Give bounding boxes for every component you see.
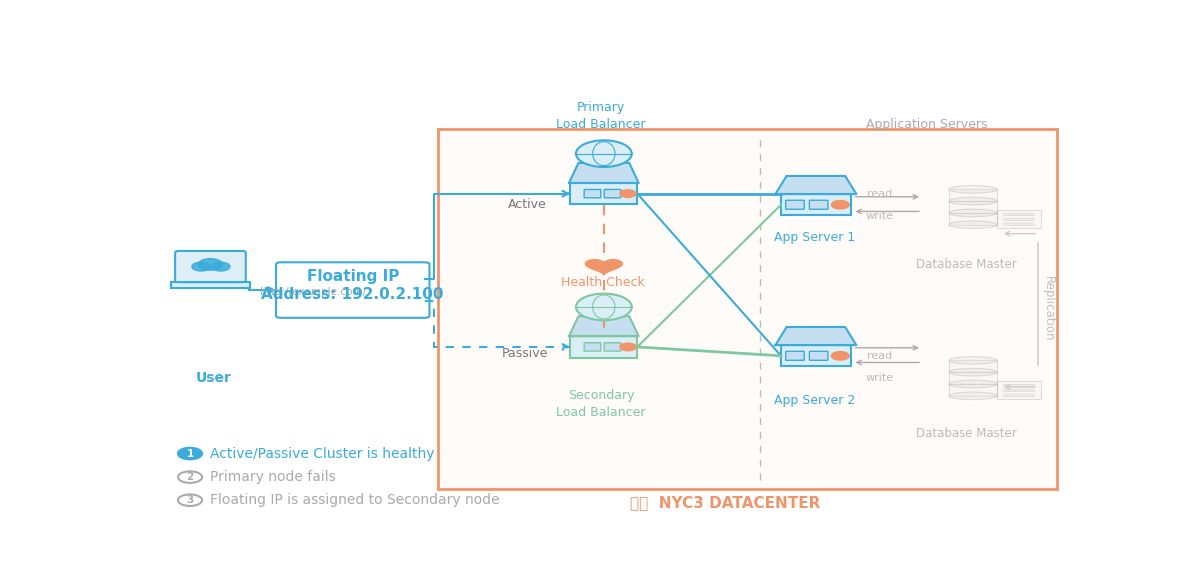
Text: Primary
Load Balancer: Primary Load Balancer (557, 102, 646, 132)
FancyBboxPatch shape (781, 345, 851, 366)
Text: Primary node fails: Primary node fails (210, 470, 335, 484)
Circle shape (576, 140, 631, 167)
Bar (949, 384, 997, 396)
Polygon shape (775, 327, 857, 345)
FancyBboxPatch shape (1003, 218, 1034, 220)
Ellipse shape (949, 357, 997, 364)
FancyBboxPatch shape (584, 189, 601, 198)
Text: http://example.com/: http://example.com/ (259, 287, 366, 297)
Text: Health Check: Health Check (562, 276, 644, 289)
Text: write: write (866, 373, 894, 383)
Text: Active: Active (508, 198, 547, 211)
Circle shape (211, 262, 230, 271)
Text: Floating IP is assigned to Secondary node: Floating IP is assigned to Secondary nod… (210, 493, 499, 507)
Ellipse shape (949, 368, 997, 376)
Text: Floating IP
Address: 192.0.2.100: Floating IP Address: 192.0.2.100 (262, 269, 444, 302)
Text: Active/Passive Cluster is healthy: Active/Passive Cluster is healthy (210, 447, 434, 460)
FancyBboxPatch shape (1003, 389, 1034, 392)
Text: Application Servers: Application Servers (866, 118, 988, 132)
Circle shape (178, 448, 202, 459)
Circle shape (620, 190, 636, 197)
FancyBboxPatch shape (170, 282, 250, 288)
Text: App Server 2: App Server 2 (774, 394, 856, 407)
FancyBboxPatch shape (276, 263, 430, 318)
Text: read: read (868, 351, 893, 361)
Text: User: User (196, 372, 232, 385)
Ellipse shape (949, 221, 997, 228)
Text: read: read (868, 189, 893, 198)
FancyBboxPatch shape (809, 200, 828, 209)
FancyBboxPatch shape (786, 351, 804, 360)
FancyBboxPatch shape (1003, 394, 1034, 396)
Ellipse shape (949, 209, 997, 217)
FancyBboxPatch shape (997, 381, 1040, 399)
Circle shape (832, 200, 850, 209)
FancyBboxPatch shape (1003, 384, 1034, 387)
Text: Database Master: Database Master (916, 258, 1016, 271)
Text: 2: 2 (186, 472, 193, 482)
Circle shape (198, 258, 222, 270)
Bar (949, 189, 997, 201)
Circle shape (832, 351, 850, 360)
Bar (949, 213, 997, 225)
Text: App Server 1: App Server 1 (774, 231, 856, 245)
Polygon shape (586, 260, 623, 275)
Bar (949, 372, 997, 384)
FancyBboxPatch shape (175, 251, 246, 283)
Polygon shape (569, 316, 638, 336)
Circle shape (620, 343, 636, 351)
Text: Passive: Passive (502, 347, 548, 360)
Circle shape (192, 262, 210, 271)
Bar (949, 201, 997, 213)
Polygon shape (775, 176, 857, 194)
Text: Secondary
Load Balancer: Secondary Load Balancer (557, 389, 646, 419)
Ellipse shape (949, 380, 997, 388)
FancyBboxPatch shape (1003, 223, 1034, 226)
Text: write: write (866, 211, 894, 221)
FancyBboxPatch shape (570, 336, 637, 358)
Polygon shape (569, 163, 638, 183)
Ellipse shape (949, 392, 997, 400)
FancyBboxPatch shape (786, 200, 804, 209)
Ellipse shape (949, 197, 997, 205)
FancyBboxPatch shape (809, 351, 828, 360)
FancyBboxPatch shape (438, 129, 1057, 489)
Circle shape (576, 294, 631, 320)
FancyBboxPatch shape (781, 194, 851, 215)
FancyBboxPatch shape (570, 183, 637, 204)
Text: 🇺🇸  NYC3 DATACENTER: 🇺🇸 NYC3 DATACENTER (630, 495, 820, 510)
Text: Database Master: Database Master (916, 427, 1016, 440)
FancyBboxPatch shape (584, 343, 601, 351)
Text: 1: 1 (186, 448, 193, 459)
FancyBboxPatch shape (605, 189, 620, 198)
FancyBboxPatch shape (605, 343, 620, 351)
Ellipse shape (949, 185, 997, 193)
Text: Replication: Replication (1042, 276, 1055, 342)
FancyBboxPatch shape (1003, 213, 1034, 216)
Text: 3: 3 (186, 495, 193, 505)
Bar (949, 361, 997, 372)
FancyBboxPatch shape (997, 209, 1040, 228)
